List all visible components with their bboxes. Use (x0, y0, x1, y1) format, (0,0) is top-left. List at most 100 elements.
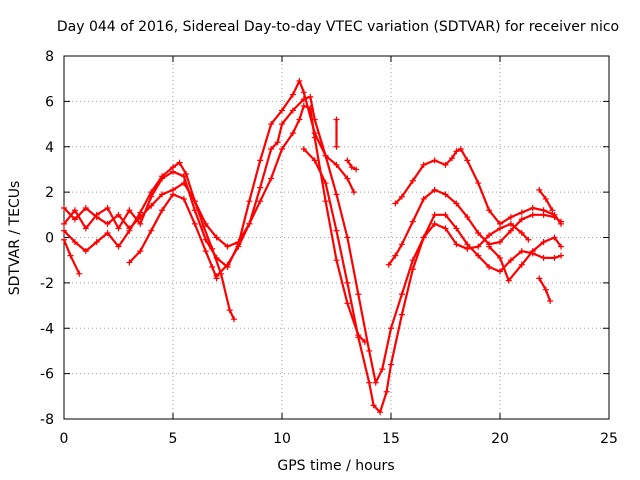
data-point (300, 89, 307, 96)
data-point (61, 205, 67, 212)
data-point (551, 211, 558, 218)
data-point (409, 218, 416, 225)
data-point (507, 214, 514, 221)
x-tick-label: 10 (273, 431, 291, 447)
series-line (488, 236, 563, 282)
data-point (268, 146, 275, 153)
data-point (549, 207, 556, 214)
data-point (71, 239, 78, 246)
data-point (361, 338, 368, 345)
data-point (126, 207, 133, 214)
x-tick-label: 15 (382, 431, 400, 447)
data-point (518, 209, 525, 216)
data-point (180, 195, 187, 202)
data-point (104, 205, 111, 212)
data-point (213, 254, 220, 261)
data-point (344, 157, 351, 164)
data-point (370, 402, 377, 409)
data-point (383, 388, 390, 395)
data-point (202, 220, 209, 227)
data-point (235, 243, 242, 250)
data-point (409, 177, 416, 184)
data-point (311, 157, 318, 164)
data-point (529, 248, 536, 255)
data-point (224, 243, 231, 250)
data-point (353, 166, 360, 173)
data-point (93, 239, 100, 246)
series-line (215, 104, 366, 343)
data-point (464, 157, 471, 164)
data-point (126, 227, 133, 234)
data-point (279, 121, 285, 128)
data-point (431, 211, 438, 218)
data-point (61, 220, 67, 227)
data-point (231, 316, 238, 323)
data-point (536, 275, 543, 282)
data-point (431, 186, 438, 193)
data-point (540, 239, 547, 246)
y-tick-label: -2 (40, 276, 54, 292)
data-point (300, 146, 307, 153)
data-point (104, 220, 111, 227)
data-series-track (61, 236, 83, 277)
data-point (377, 409, 384, 416)
data-point (226, 307, 233, 314)
data-point (497, 220, 503, 227)
data-point (257, 198, 264, 205)
data-point (191, 220, 198, 227)
x-tick-label: 5 (169, 431, 178, 447)
data-point (551, 254, 558, 261)
data-point (311, 134, 318, 141)
data-point (137, 220, 144, 227)
data-point (350, 189, 357, 196)
data-point (344, 300, 351, 307)
data-point (191, 198, 198, 205)
data-point (558, 243, 565, 250)
data-point (372, 379, 379, 386)
data-point (307, 93, 314, 100)
data-series-track (392, 146, 565, 227)
data-point (409, 266, 416, 273)
data-point (507, 257, 514, 264)
data-point (191, 207, 198, 214)
data-point (333, 143, 340, 150)
y-tick-label: -4 (40, 321, 54, 337)
x-tick-label: 20 (491, 431, 509, 447)
data-point (486, 207, 493, 214)
data-point (137, 248, 144, 255)
data-point (464, 214, 471, 221)
data-point (82, 205, 89, 212)
data-point (529, 211, 536, 218)
data-point (82, 225, 89, 232)
data-point (475, 252, 482, 259)
data-point (148, 227, 155, 234)
data-point (442, 161, 449, 168)
data-point (420, 234, 427, 241)
data-point (442, 191, 449, 198)
x-tick-label: 0 (60, 431, 69, 447)
data-point (518, 216, 525, 223)
data-point (224, 261, 231, 268)
data-point (296, 77, 303, 84)
data-point (104, 229, 111, 236)
data-point (497, 268, 503, 275)
data-series-track (344, 157, 360, 173)
data-point (388, 361, 394, 368)
data-point (355, 334, 362, 341)
data-point (213, 273, 220, 280)
data-point (71, 216, 78, 223)
y-tick-label: 0 (45, 231, 54, 247)
data-point (333, 116, 340, 123)
data-point (558, 220, 565, 227)
data-point (300, 102, 307, 109)
data-series-track (126, 191, 220, 282)
data-point (268, 121, 275, 128)
data-point (518, 248, 525, 255)
data-series (61, 77, 565, 416)
data-point (71, 207, 78, 214)
data-point (453, 148, 460, 155)
data-point (366, 347, 373, 354)
data-series-track (486, 234, 565, 284)
data-point (289, 107, 296, 114)
data-point (486, 243, 493, 250)
